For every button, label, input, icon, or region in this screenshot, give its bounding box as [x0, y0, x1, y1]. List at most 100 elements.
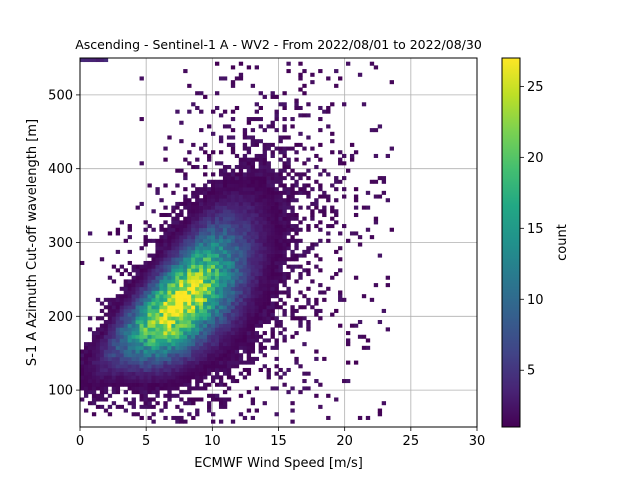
heatmap-cell-288 — [123, 294, 128, 299]
heatmap-cell-311 — [127, 331, 132, 336]
heatmap-cell-663 — [159, 272, 164, 277]
heatmap-cell-2354 — [274, 260, 279, 265]
heatmap-cell-105 — [99, 345, 105, 350]
heatmap-cell-2092 — [254, 220, 259, 225]
heatmap-cell-2534 — [290, 187, 295, 192]
heatmap-cell-2832 — [385, 198, 391, 203]
heatmap-cell-562 — [151, 323, 156, 328]
heatmap-cell-25 — [83, 353, 89, 358]
heatmap-cell-2226 — [262, 142, 267, 147]
heatmap-cell-1534 — [218, 216, 224, 221]
heatmap-cell-36 — [87, 367, 93, 372]
x-axis: 0 5 10 15 20 25 30 — [76, 427, 485, 449]
heatmap-cell-700 — [163, 319, 168, 325]
heatmap-cell-698 — [163, 327, 168, 332]
heatmap-cell-465 — [143, 353, 148, 358]
heatmap-cell-2068 — [254, 308, 259, 313]
heatmap-cell-656 — [159, 297, 164, 302]
heatmap-cell-1673 — [226, 179, 232, 184]
heatmap-cell-2020 — [250, 272, 256, 277]
heatmap-cell-1956 — [246, 272, 252, 277]
heatmap-cell-440 — [139, 283, 144, 288]
heatmap-cell-1830 — [238, 275, 244, 280]
heatmap-cell-1356 — [207, 194, 212, 199]
heatmap-cell-2249 — [266, 260, 271, 265]
heatmap-cell-2108 — [254, 153, 259, 158]
heatmap-cell-366 — [131, 279, 136, 284]
heatmap-cell-1004 — [183, 69, 188, 74]
heatmap-cell-1223 — [199, 246, 204, 251]
heatmap-cell-1912 — [242, 194, 248, 199]
heatmap-cell-5 — [80, 371, 85, 376]
heatmap-cell-729 — [163, 183, 168, 188]
heatmap-cell-1936 — [246, 345, 252, 350]
heatmap-cell-2311 — [270, 216, 275, 221]
heatmap-cell-987 — [183, 246, 188, 251]
heatmap-cell-137 — [103, 319, 109, 325]
heatmap-cell-767 — [167, 268, 172, 273]
heatmap-cell-1637 — [226, 312, 232, 317]
heatmap-cell-259 — [119, 264, 125, 269]
heatmap-cell-1573 — [222, 316, 228, 321]
heatmap-cell-309 — [127, 338, 132, 343]
heatmap-cell-229 — [115, 231, 121, 236]
heatmap-cell-1252 — [203, 349, 208, 354]
heatmap-cell-1618 — [226, 397, 232, 402]
heatmap-cell-487 — [143, 272, 148, 277]
heatmap-cell-1060 — [187, 198, 192, 203]
heatmap-cell-1848 — [238, 209, 244, 214]
heatmap-cell-236 — [119, 367, 125, 372]
heatmap-cell-1769 — [234, 286, 240, 291]
heatmap-cell-979 — [183, 275, 188, 280]
heatmap-cell-905 — [179, 349, 184, 354]
heatmap-cell-1415 — [211, 198, 216, 203]
heatmap-cell-2656 — [314, 379, 319, 384]
heatmap-cell-505 — [147, 371, 152, 376]
heatmap-cell-1431 — [214, 364, 220, 369]
heatmap-cell-370 — [135, 412, 140, 417]
heatmap-cell-1603 — [222, 205, 228, 210]
heatmap-cell-1599 — [222, 220, 228, 225]
heatmap-cell-2355 — [274, 257, 279, 262]
heatmap-cell-2230 — [266, 371, 271, 376]
heatmap-cell-953 — [183, 371, 188, 376]
heatmap-cell-1532 — [218, 224, 224, 229]
heatmap-cell-2575 — [298, 305, 303, 310]
heatmap-cell-1462 — [214, 249, 220, 254]
heatmap-cell-1416 — [211, 194, 216, 199]
heatmap-cell-2643 — [310, 305, 315, 310]
heatmap-cell-77 — [95, 364, 101, 369]
heatmap-cell-1325 — [207, 308, 212, 313]
heatmap-cell-658 — [159, 290, 164, 295]
heatmap-cell-1023 — [187, 334, 192, 339]
heatmap-cell-683 — [163, 382, 168, 387]
heatmap-cell-922 — [179, 286, 184, 291]
heatmap-cell-2402 — [278, 242, 283, 247]
heatmap-cell-1190 — [199, 367, 204, 372]
heatmap-cell-1048 — [187, 242, 192, 247]
heatmap-cell-1057 — [187, 209, 192, 214]
heatmap-cell-2753 — [338, 150, 343, 155]
heatmap-cell-1788 — [234, 216, 240, 221]
heatmap-cell-2578 — [298, 272, 303, 277]
heatmap-cell-660 — [159, 283, 164, 288]
heatmap-cell-926 — [179, 272, 184, 277]
heatmap-cell-1813 — [238, 338, 244, 343]
heatmap-cell-1500 — [218, 342, 224, 347]
heatmap-cell-2171 — [258, 91, 263, 96]
heatmap-cell-1935 — [246, 349, 252, 354]
heatmap-cell-1071 — [191, 367, 196, 372]
heatmap-cell-4 — [80, 375, 85, 380]
heatmap-cell-940 — [179, 220, 184, 225]
heatmap-cell-1218 — [199, 264, 204, 269]
heatmap-cell-1154 — [195, 283, 200, 288]
heatmap-cell-2410 — [278, 212, 283, 218]
heatmap-cell-1112 — [191, 216, 196, 221]
heatmap-cell-2361 — [274, 235, 279, 240]
heatmap-cell-1601 — [222, 212, 228, 218]
heatmap-cell-2151 — [258, 209, 263, 214]
heatmap-cell-791 — [171, 360, 176, 365]
heatmap-cell-71 — [95, 386, 101, 391]
heatmap-cell-2583 — [298, 220, 303, 225]
